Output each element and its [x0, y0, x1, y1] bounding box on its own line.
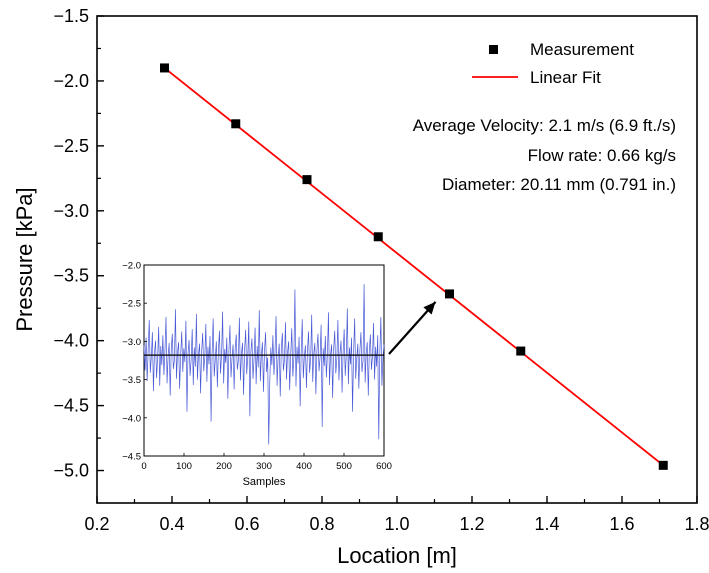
inset-x-tick-label: 200: [216, 461, 232, 472]
y-tick-label: −2.0: [53, 71, 89, 91]
inset-x-tick-label: 300: [256, 461, 272, 472]
y-tick-label: −4.5: [53, 396, 89, 416]
measurement-point: [231, 119, 241, 129]
x-axis-title: Location [m]: [337, 543, 457, 568]
inset-x-tick-label: 500: [336, 461, 352, 472]
x-tick-label: 1.2: [459, 514, 484, 534]
measurement-point: [373, 232, 383, 242]
x-tick-label: 0.6: [234, 514, 259, 534]
annotation-text: Average Velocity: 2.1 m/s (6.9 ft./s): [413, 116, 676, 135]
annotations: Average Velocity: 2.1 m/s (6.9 ft./s) Flo…: [413, 116, 676, 194]
measurement-point: [302, 175, 312, 185]
x-tick-label: 1.6: [609, 514, 634, 534]
main-plot: 0.2 0.4 0.6 0.8 1.0 1.2 1.4 1.6 1.8 −1.5 −2.0 −2.5 −…: [12, 6, 709, 568]
x-tick-label: 0.2: [84, 514, 109, 534]
y-tick-label: −2.5: [53, 136, 89, 156]
inset-y-tick-label: −4.5: [122, 452, 141, 463]
y-axis-title: Pressure [kPa]: [12, 187, 37, 331]
inset-y-tick-label: −3.5: [122, 375, 141, 386]
inset-pointer-arrow-head: [423, 301, 436, 315]
inset-x-tick-label: 400: [296, 461, 312, 472]
measurement-point: [658, 460, 668, 470]
inset-y-tick-label: −4.0: [122, 413, 141, 424]
x-tick-label: 1.8: [684, 514, 709, 534]
inset-x-tick-label: 0: [141, 461, 146, 472]
inset-x-tick-label: 600: [376, 461, 392, 472]
inset-plot: 0 100 200 300 400 500 600 −2.0 −2.5 −3.0 −3.5 −4.0 −…: [122, 261, 437, 488]
inset-y-tick-label: −2.0: [122, 261, 141, 272]
y-tick-label: −1.5: [53, 6, 89, 26]
inset-y-tick-label: −2.5: [122, 299, 141, 310]
measurement-point: [445, 289, 454, 299]
y-tick-label: −4.0: [53, 331, 89, 351]
x-tick-label: 1.0: [384, 514, 409, 534]
linear-fit-line: [163, 67, 664, 467]
inset-signal-line: [143, 284, 385, 445]
inset-x-axis-title: Samples: [243, 476, 286, 488]
y-tick-label: −3.0: [53, 201, 89, 221]
measurement-point: [160, 63, 169, 73]
x-tick-label: 1.4: [534, 514, 559, 534]
annotation-text: Diameter: 20.11 mm (0.791 in.): [442, 175, 676, 194]
inset-x-tick-label: 100: [176, 461, 192, 472]
legend-label-linear-fit: Linear Fit: [530, 68, 601, 87]
x-tick-label: 0.8: [309, 514, 334, 534]
inset-y-tick-label: −3.0: [122, 337, 141, 348]
measurement-point: [516, 346, 526, 356]
y-tick-label: −5.0: [53, 461, 89, 481]
legend: Measurement Linear Fit: [472, 40, 634, 87]
legend-marker-measurement: [489, 45, 498, 54]
y-tick-label: −3.5: [53, 266, 89, 286]
legend-label-measurement: Measurement: [530, 40, 634, 59]
annotation-text: Flow rate: 0.66 kg/s: [528, 146, 676, 165]
x-tick-label: 0.4: [159, 514, 184, 534]
